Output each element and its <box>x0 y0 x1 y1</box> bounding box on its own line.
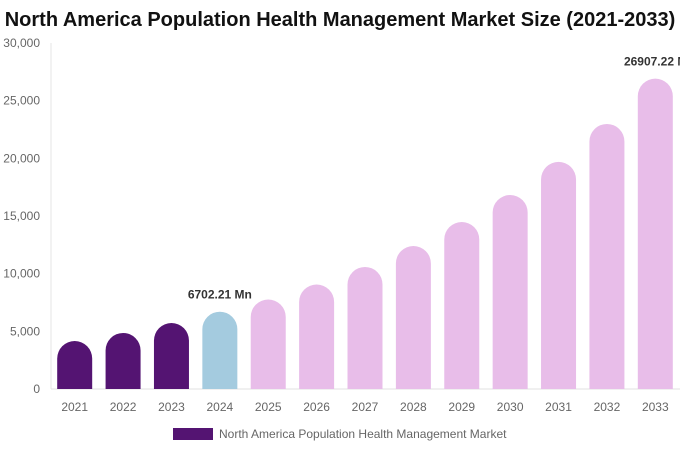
bar-2024 <box>202 311 238 389</box>
bar-2025 <box>250 299 286 389</box>
legend-swatch <box>173 428 213 440</box>
x-tick-label: 2026 <box>303 400 330 414</box>
chart-title: North America Population Health Manageme… <box>4 9 676 31</box>
bar-2023 <box>153 323 189 389</box>
bar-2033 <box>637 78 673 390</box>
y-tick-label: 25,000 <box>3 94 40 108</box>
bar-2021 <box>57 341 93 389</box>
y-tick-label: 0 <box>33 382 40 396</box>
data-label: 26907.22 Mn <box>624 55 680 69</box>
x-tick-label: 2029 <box>448 400 475 414</box>
x-tick-label: 2031 <box>545 400 572 414</box>
bar-2031 <box>541 161 577 389</box>
x-tick-label: 2027 <box>352 400 379 414</box>
y-tick-label: 30,000 <box>3 36 40 50</box>
x-tick-label: 2030 <box>497 400 524 414</box>
y-tick-label: 15,000 <box>3 209 40 223</box>
x-tick-label: 2028 <box>400 400 427 414</box>
legend-label: North America Population Health Manageme… <box>219 427 507 441</box>
x-tick-label: 2032 <box>594 400 621 414</box>
bar-2028 <box>395 245 431 389</box>
bar-2027 <box>347 266 383 389</box>
bar-2032 <box>589 123 625 390</box>
x-tick-label: 2021 <box>61 400 88 414</box>
y-tick-label: 5,000 <box>10 324 40 338</box>
x-tick-label: 2025 <box>255 400 282 414</box>
bar-2029 <box>444 221 480 389</box>
x-tick-label: 2024 <box>206 400 233 414</box>
bar-2026 <box>299 284 335 389</box>
x-tick-label: 2033 <box>642 400 669 414</box>
data-label: 6702.21 Mn <box>188 288 252 302</box>
bar-2022 <box>105 332 141 389</box>
y-tick-label: 20,000 <box>3 151 40 165</box>
x-tick-label: 2022 <box>110 400 137 414</box>
y-tick-label: 10,000 <box>3 267 40 281</box>
x-tick-label: 2023 <box>158 400 185 414</box>
bar-2030 <box>492 195 528 389</box>
